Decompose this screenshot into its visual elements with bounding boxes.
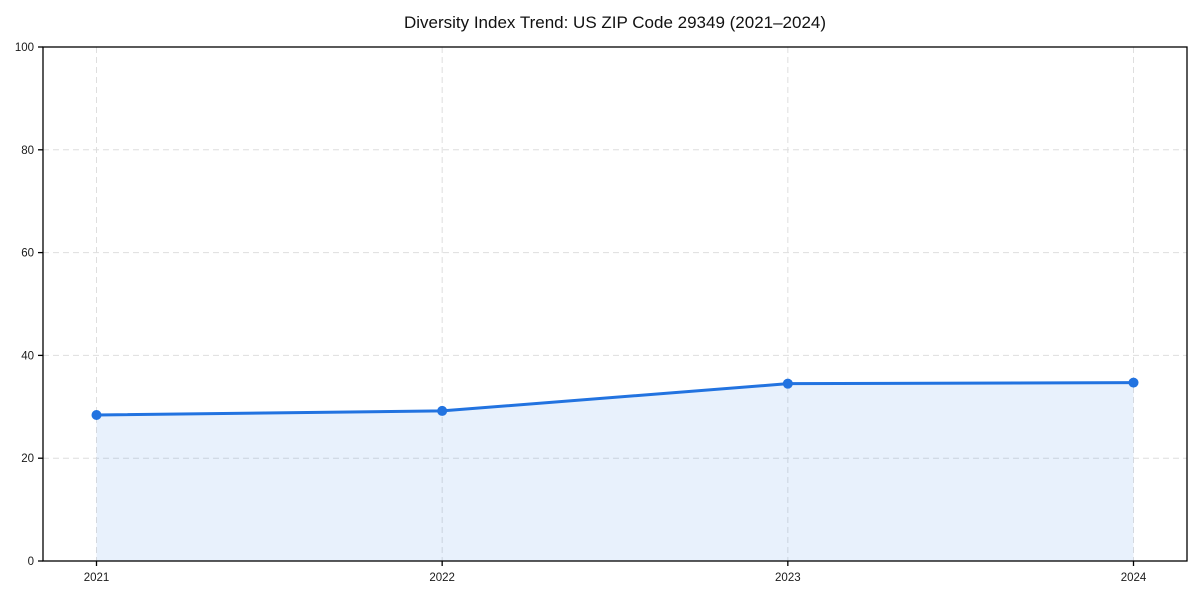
data-point-marker [437, 405, 448, 416]
y-tick-label: 0 [28, 556, 34, 568]
y-tick-label: 20 [21, 453, 34, 465]
plot-frame [42, 46, 1188, 562]
data-point-marker [1128, 377, 1139, 388]
x-tick-label: 2021 [84, 572, 110, 584]
data-point-marker [782, 378, 793, 389]
x-tick-label: 2023 [775, 572, 801, 584]
x-tick-label: 2024 [1121, 572, 1147, 584]
x-tick-label: 2022 [429, 572, 455, 584]
data-point-marker [91, 410, 102, 421]
y-tick-label: 60 [21, 248, 34, 260]
trend-line [95, 381, 1135, 417]
y-tick-label: 80 [21, 145, 34, 157]
chart-title: Diversity Index Trend: US ZIP Code 29349… [403, 13, 827, 32]
y-tick-label: 40 [21, 350, 34, 362]
area-fill [96, 382, 1134, 561]
y-tick-label: 100 [15, 42, 34, 54]
